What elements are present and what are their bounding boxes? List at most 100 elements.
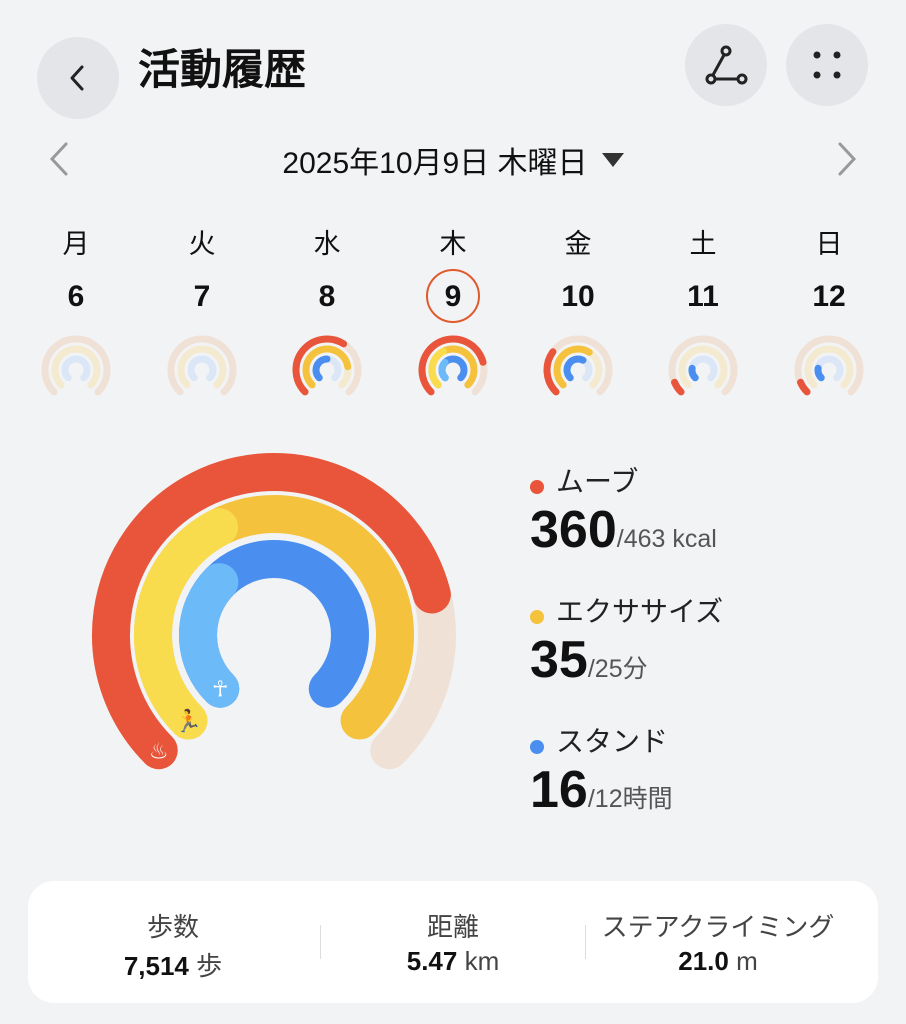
mini-ring-6-exercise-track xyxy=(51,345,101,389)
weekday-label: 月 xyxy=(62,229,90,259)
running-icon: 🏃 xyxy=(175,709,202,735)
mini-ring-10-move-track xyxy=(543,335,613,396)
main-ring-move-separator xyxy=(89,450,459,773)
share-button[interactable] xyxy=(685,24,767,106)
exercise-goal: /25分 xyxy=(587,655,648,683)
day-11[interactable]: 11 xyxy=(653,280,753,314)
mini-ring-9-move-track xyxy=(418,335,488,396)
mini-ring-11-stand-track xyxy=(688,355,718,382)
move-value: 360 xyxy=(530,501,617,559)
stat-distance: 距離 5.47 km xyxy=(313,907,593,977)
day-10[interactable]: 10 xyxy=(528,280,628,314)
main-ring-stand-progress xyxy=(179,540,369,708)
mini-ring-12-exercise-track xyxy=(804,345,854,389)
mini-ring-8-move-progress xyxy=(292,335,348,396)
weekday-label: 木 xyxy=(439,229,467,259)
day-number: 11 xyxy=(687,280,719,313)
main-ring-stand-separator xyxy=(176,537,372,711)
mini-ring-6-move-track xyxy=(41,335,111,396)
mini-ring-8-exercise-progress xyxy=(302,345,352,389)
mini-ring-9-stand-track xyxy=(438,355,468,382)
stats-card: 歩数 7,514 歩 距離 5.47 km ステアクライミング 21.0 m xyxy=(28,881,878,1003)
page-title: 活動履歴 xyxy=(138,46,307,93)
divider xyxy=(585,925,586,959)
stand-value: 16 xyxy=(530,761,588,819)
stat-label: 距離 xyxy=(426,912,479,942)
day-8[interactable]: 8 xyxy=(277,280,377,314)
stat-unit: m xyxy=(736,946,758,976)
back-button[interactable] xyxy=(37,37,119,119)
mini-ring-8-move-track xyxy=(292,335,362,396)
mini-ring-9-stand-overflow xyxy=(438,358,449,382)
stat-label: 歩数 xyxy=(146,912,199,942)
mini-ring-12-move-track xyxy=(794,335,864,396)
stand-label: スタンド xyxy=(556,726,669,757)
mini-ring-7-exercise-track xyxy=(177,345,227,389)
legend-stand: スタンド 16/12時間 xyxy=(530,720,673,820)
mini-ring-7-move-track xyxy=(167,335,237,396)
day-number: 10 xyxy=(561,280,595,313)
stand-dot xyxy=(530,739,544,754)
weekday-label: 土 xyxy=(689,229,717,259)
mini-ring-12-stand-track xyxy=(814,355,844,382)
stat-value: 7,514 xyxy=(123,951,189,981)
mini-ring-8-stand-progress xyxy=(312,355,331,382)
mini-ring-12-move-progress xyxy=(797,378,811,396)
mini-ring-7-stand-track xyxy=(187,355,217,382)
stat-value: 21.0 xyxy=(678,946,729,976)
prev-day-button[interactable] xyxy=(44,140,74,178)
main-ring-exercise-separator xyxy=(131,492,417,743)
day-number: 6 xyxy=(67,280,85,313)
day-number: 8 xyxy=(318,280,336,313)
mini-ring-10-stand-progress xyxy=(563,355,587,382)
mini-ring-11-move-progress xyxy=(671,378,685,396)
mini-ring-9-stand-progress xyxy=(438,355,468,382)
main-ring-exercise-overflow xyxy=(134,508,239,740)
date-label: 2025年10月9日 木曜日 xyxy=(282,147,588,180)
chevron-left-icon xyxy=(70,65,84,91)
weekday-label: 火 xyxy=(188,229,216,259)
weekday-label: 日 xyxy=(815,229,843,259)
mini-ring-11-exercise-track xyxy=(678,345,728,389)
mini-ring-11-stand-progress xyxy=(688,364,699,382)
main-ring-stand-overflow xyxy=(179,563,240,708)
mini-ring-10-exercise-track xyxy=(553,345,603,389)
date-selector[interactable]: 2025年10月9日 木曜日 xyxy=(0,138,906,182)
stand-goal: /12時間 xyxy=(587,785,673,813)
mini-ring-8-stand-track xyxy=(312,355,342,382)
main-ring-exercise-progress xyxy=(134,495,414,740)
mini-ring-9-move-progress xyxy=(418,335,487,396)
divider xyxy=(320,925,321,959)
stat-steps: 歩数 7,514 歩 xyxy=(33,907,313,983)
day-12[interactable]: 12 xyxy=(779,280,879,314)
move-goal: /463 kcal xyxy=(616,525,717,553)
day-9[interactable]: 9 xyxy=(403,269,503,323)
main-ring-stand-track xyxy=(179,540,369,708)
grid-dots-icon xyxy=(813,51,841,79)
mini-ring-9-exercise-overflow xyxy=(428,347,447,389)
mini-ring-9-exercise-track xyxy=(428,345,478,389)
day-number: 12 xyxy=(812,280,846,313)
stat-label: ステアクライミング xyxy=(601,912,835,942)
mini-ring-6-stand-track xyxy=(61,355,91,382)
day-6[interactable]: 6 xyxy=(26,280,126,314)
share-nodes-icon xyxy=(705,45,748,85)
caret-down-icon xyxy=(601,153,624,167)
main-ring-move-progress xyxy=(92,453,451,770)
day-7[interactable]: 7 xyxy=(152,280,252,314)
day-number: 7 xyxy=(193,280,211,313)
legend-exercise: エクササイズ 35/25分 xyxy=(530,590,723,690)
standing-person-icon: ☥ xyxy=(212,678,228,703)
exercise-value: 35 xyxy=(530,631,588,689)
day-number: 9 xyxy=(426,269,480,323)
more-button[interactable] xyxy=(786,24,868,106)
flame-icon: ♨ xyxy=(149,739,169,764)
legend-move: ムーブ 360/463 kcal xyxy=(530,460,717,560)
next-day-button[interactable] xyxy=(832,140,862,178)
mini-ring-10-stand-track xyxy=(563,355,593,382)
mini-ring-10-move-progress xyxy=(543,348,560,396)
move-dot xyxy=(530,479,544,494)
mini-ring-8-exercise-track xyxy=(302,345,352,389)
weekday-label: 金 xyxy=(564,229,592,259)
mini-ring-9-exercise-progress xyxy=(428,345,478,389)
